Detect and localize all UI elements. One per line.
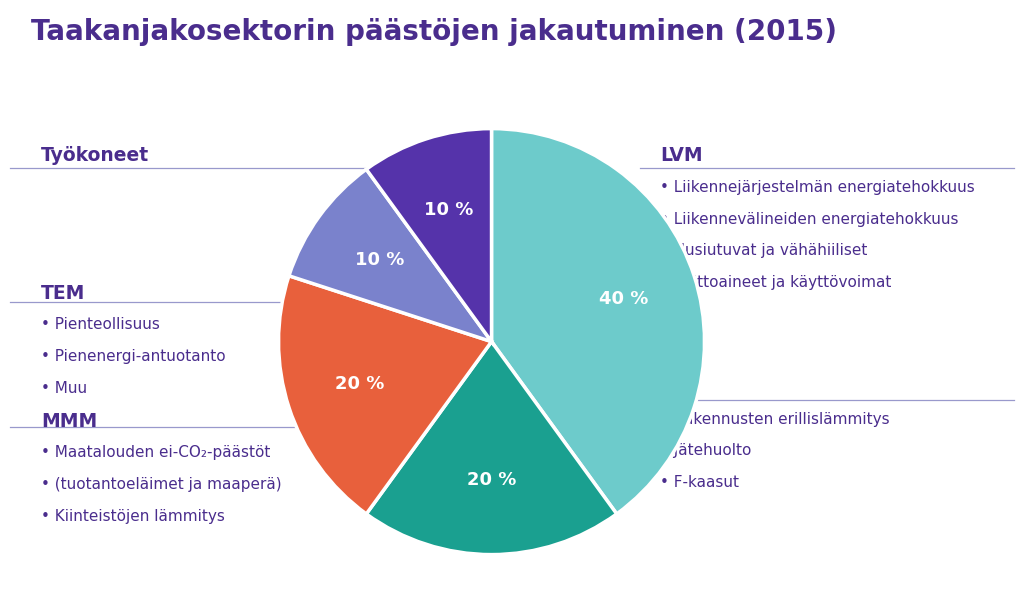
- Text: • Liikennevälineiden energiatehokkuus: • Liikennevälineiden energiatehokkuus: [660, 212, 959, 227]
- Text: YM: YM: [660, 378, 692, 397]
- Wedge shape: [367, 342, 616, 554]
- Text: Työkoneet: Työkoneet: [41, 146, 150, 165]
- Text: • (tuotantoeläimet ja maaperä): • (tuotantoeläimet ja maaperä): [41, 477, 282, 492]
- Wedge shape: [367, 129, 492, 342]
- Text: Taakanjakosektorin päästöjen jakautuminen (2015): Taakanjakosektorin päästöjen jakautumine…: [31, 18, 837, 46]
- Text: • polttoaineet ja käyttövoimat: • polttoaineet ja käyttövoimat: [660, 275, 892, 290]
- Text: • Jätehuolto: • Jätehuolto: [660, 443, 752, 459]
- Wedge shape: [279, 276, 492, 514]
- Text: 10 %: 10 %: [355, 251, 404, 269]
- Wedge shape: [492, 129, 705, 514]
- Text: • Kiinteistöjen lämmitys: • Kiinteistöjen lämmitys: [41, 509, 225, 524]
- Text: • Pienteollisuus: • Pienteollisuus: [41, 317, 160, 332]
- Text: • F-kaasut: • F-kaasut: [660, 475, 739, 490]
- Text: • Muu: • Muu: [41, 381, 87, 396]
- Text: • Pienenergi­antuotanto: • Pienenergi­antuotanto: [41, 349, 225, 364]
- Text: 20 %: 20 %: [335, 375, 385, 393]
- Text: TEM: TEM: [41, 284, 85, 303]
- Text: LVM: LVM: [660, 146, 703, 165]
- Text: 20 %: 20 %: [467, 471, 516, 489]
- Text: • Liikennejärjestelmän energiatehokkuus: • Liikennejärjestelmän energiatehokkuus: [660, 180, 975, 195]
- Text: 10 %: 10 %: [424, 201, 473, 219]
- Text: • Rakennusten erillislämmitys: • Rakennusten erillislämmitys: [660, 412, 890, 427]
- Text: • Uusiutuvat ja vähähiiliset: • Uusiutuvat ja vähähiiliset: [660, 243, 868, 259]
- Text: • Maatalouden ei-CO₂-päästöt: • Maatalouden ei-CO₂-päästöt: [41, 445, 270, 461]
- Wedge shape: [289, 170, 492, 342]
- Text: MMM: MMM: [41, 412, 97, 431]
- Text: 40 %: 40 %: [598, 290, 648, 308]
